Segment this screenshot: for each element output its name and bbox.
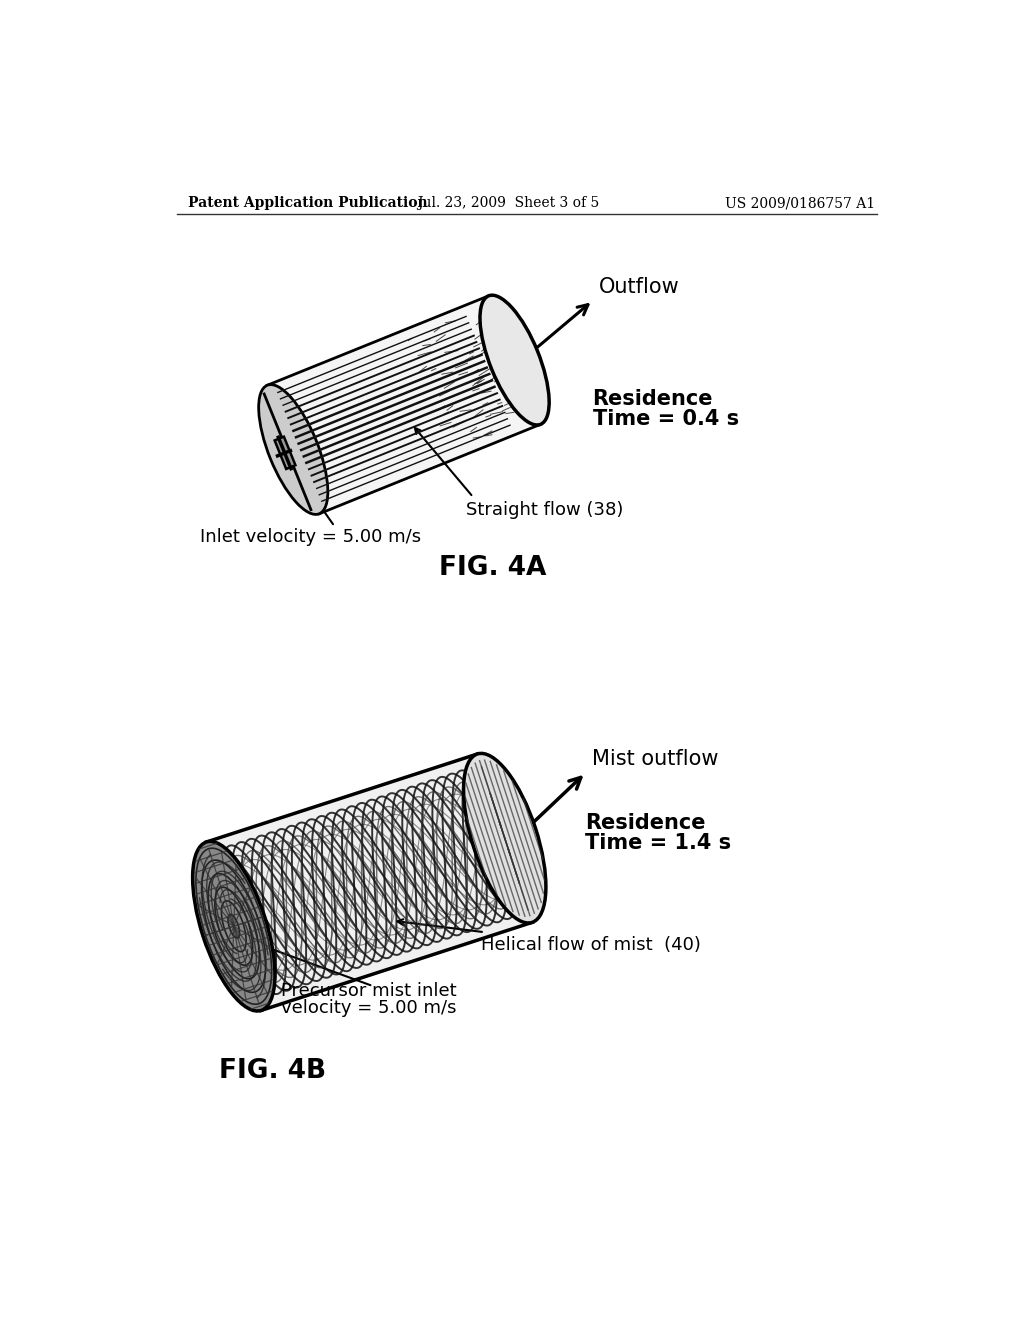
Text: Helical flow of mist  (40): Helical flow of mist (40) (481, 936, 700, 954)
Text: Jul. 23, 2009  Sheet 3 of 5: Jul. 23, 2009 Sheet 3 of 5 (417, 197, 599, 210)
Text: Outflow: Outflow (599, 277, 680, 297)
Text: Time = 1.4 s: Time = 1.4 s (585, 833, 731, 853)
Text: Residence: Residence (593, 389, 713, 409)
Ellipse shape (480, 296, 549, 425)
Text: Inlet velocity = 5.00 m/s: Inlet velocity = 5.00 m/s (200, 528, 421, 546)
Text: Mist outflow: Mist outflow (592, 748, 718, 770)
Text: Patent Application Publication: Patent Application Publication (188, 197, 428, 210)
Text: FIG. 4A: FIG. 4A (438, 554, 546, 581)
Polygon shape (267, 296, 541, 513)
Text: Straight flow (38): Straight flow (38) (466, 502, 623, 519)
Text: Time = 0.4 s: Time = 0.4 s (593, 409, 738, 429)
Polygon shape (207, 754, 532, 1010)
Text: Residence: Residence (585, 813, 706, 833)
Ellipse shape (259, 384, 328, 515)
Text: US 2009/0186757 A1: US 2009/0186757 A1 (725, 197, 876, 210)
Ellipse shape (464, 754, 546, 923)
Text: Precursor mist inlet: Precursor mist inlet (281, 982, 457, 1001)
Text: velocity = 5.00 m/s: velocity = 5.00 m/s (281, 999, 457, 1018)
Text: FIG. 4B: FIG. 4B (219, 1057, 327, 1084)
Ellipse shape (193, 841, 275, 1011)
Polygon shape (274, 437, 296, 469)
